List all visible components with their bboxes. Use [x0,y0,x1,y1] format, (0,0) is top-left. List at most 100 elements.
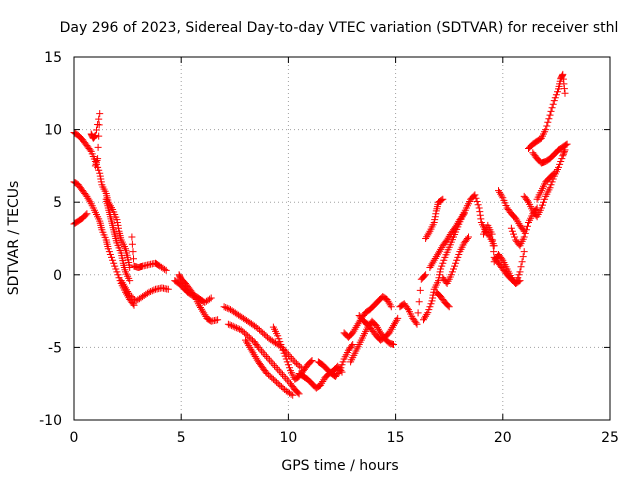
data-point [130,301,138,309]
data-point [126,277,134,285]
data-point [422,312,430,320]
data-point [445,303,453,311]
data-point [463,235,471,242]
data-point [147,288,155,295]
y-tick-label: -5 [48,340,62,356]
data-point [97,178,105,186]
data-point [546,111,554,119]
data-point [488,230,496,238]
data-point [128,240,136,248]
data-point [543,122,551,130]
data-point [547,181,555,189]
data-point [93,126,100,134]
data-point [206,295,214,303]
data-point [201,311,209,319]
data-point [279,346,287,354]
data-point [520,248,528,256]
data-point [274,380,282,388]
data-point [445,232,453,240]
data-point [271,362,278,370]
data-point [207,294,215,302]
data-point [427,262,435,270]
data-point [242,330,250,338]
data-point [542,126,550,134]
data-point [544,118,552,126]
data-point [338,361,346,369]
data-point [287,390,295,398]
data-point [113,219,121,226]
data-point [106,251,114,258]
data-point [429,258,437,266]
x-tick-labels: 0 5 10 15 20 25 [70,430,619,446]
data-point [431,216,439,224]
y-axis-label: SDTVAR / TECUs [6,181,22,296]
data-point [413,320,421,328]
data-point [82,211,90,219]
data-point [245,342,253,350]
data-point [497,190,505,198]
data-point [114,271,122,279]
data-point [258,347,266,355]
data-point [195,302,203,310]
data-point [547,107,555,115]
data-point [559,152,567,160]
data-point [394,314,402,322]
data-point [337,364,345,372]
data-point [423,310,431,318]
data-point [263,370,271,377]
data-point [559,70,567,78]
data-point [421,272,428,280]
data-point [254,325,262,332]
data-point [465,233,472,241]
data-point [485,232,493,240]
data-point [96,110,104,118]
data-point [150,286,158,294]
data-point [437,265,445,273]
data-point [284,361,292,369]
data-point [383,296,391,303]
data-point [510,230,517,238]
data-point [517,263,525,271]
data-point [229,322,237,330]
data-point [198,305,206,313]
data-point [508,227,516,235]
data-point [237,326,245,334]
data-point [127,293,135,301]
data-point [514,218,522,226]
data-point [271,377,279,385]
data-point [286,364,293,372]
data-point [283,358,291,366]
data-point [453,221,461,229]
data-point [222,304,230,311]
data-point [385,329,393,337]
data-point [129,248,137,256]
data-point [549,170,557,178]
data-point [548,178,556,186]
data-point [129,294,137,302]
data-point [280,349,288,357]
data-point [524,197,531,205]
data-point [83,192,91,200]
data-point [250,351,258,359]
data-point [426,303,434,311]
data-point [354,320,362,328]
data-point [416,286,424,294]
data-point [289,356,297,364]
data-point [455,251,463,258]
data-point [438,196,446,204]
data-point [335,368,343,376]
data-point [459,211,467,219]
data-point [252,323,260,331]
data-point [339,358,347,366]
data-point [243,338,251,346]
data-point [439,195,447,203]
data-point [549,100,557,108]
data-point [291,358,299,366]
data-point [262,332,270,340]
data-point [284,351,292,359]
data-point [307,358,315,366]
data-point [460,210,468,218]
data-point [117,277,125,285]
data-point [425,306,433,314]
data-point [197,304,204,311]
